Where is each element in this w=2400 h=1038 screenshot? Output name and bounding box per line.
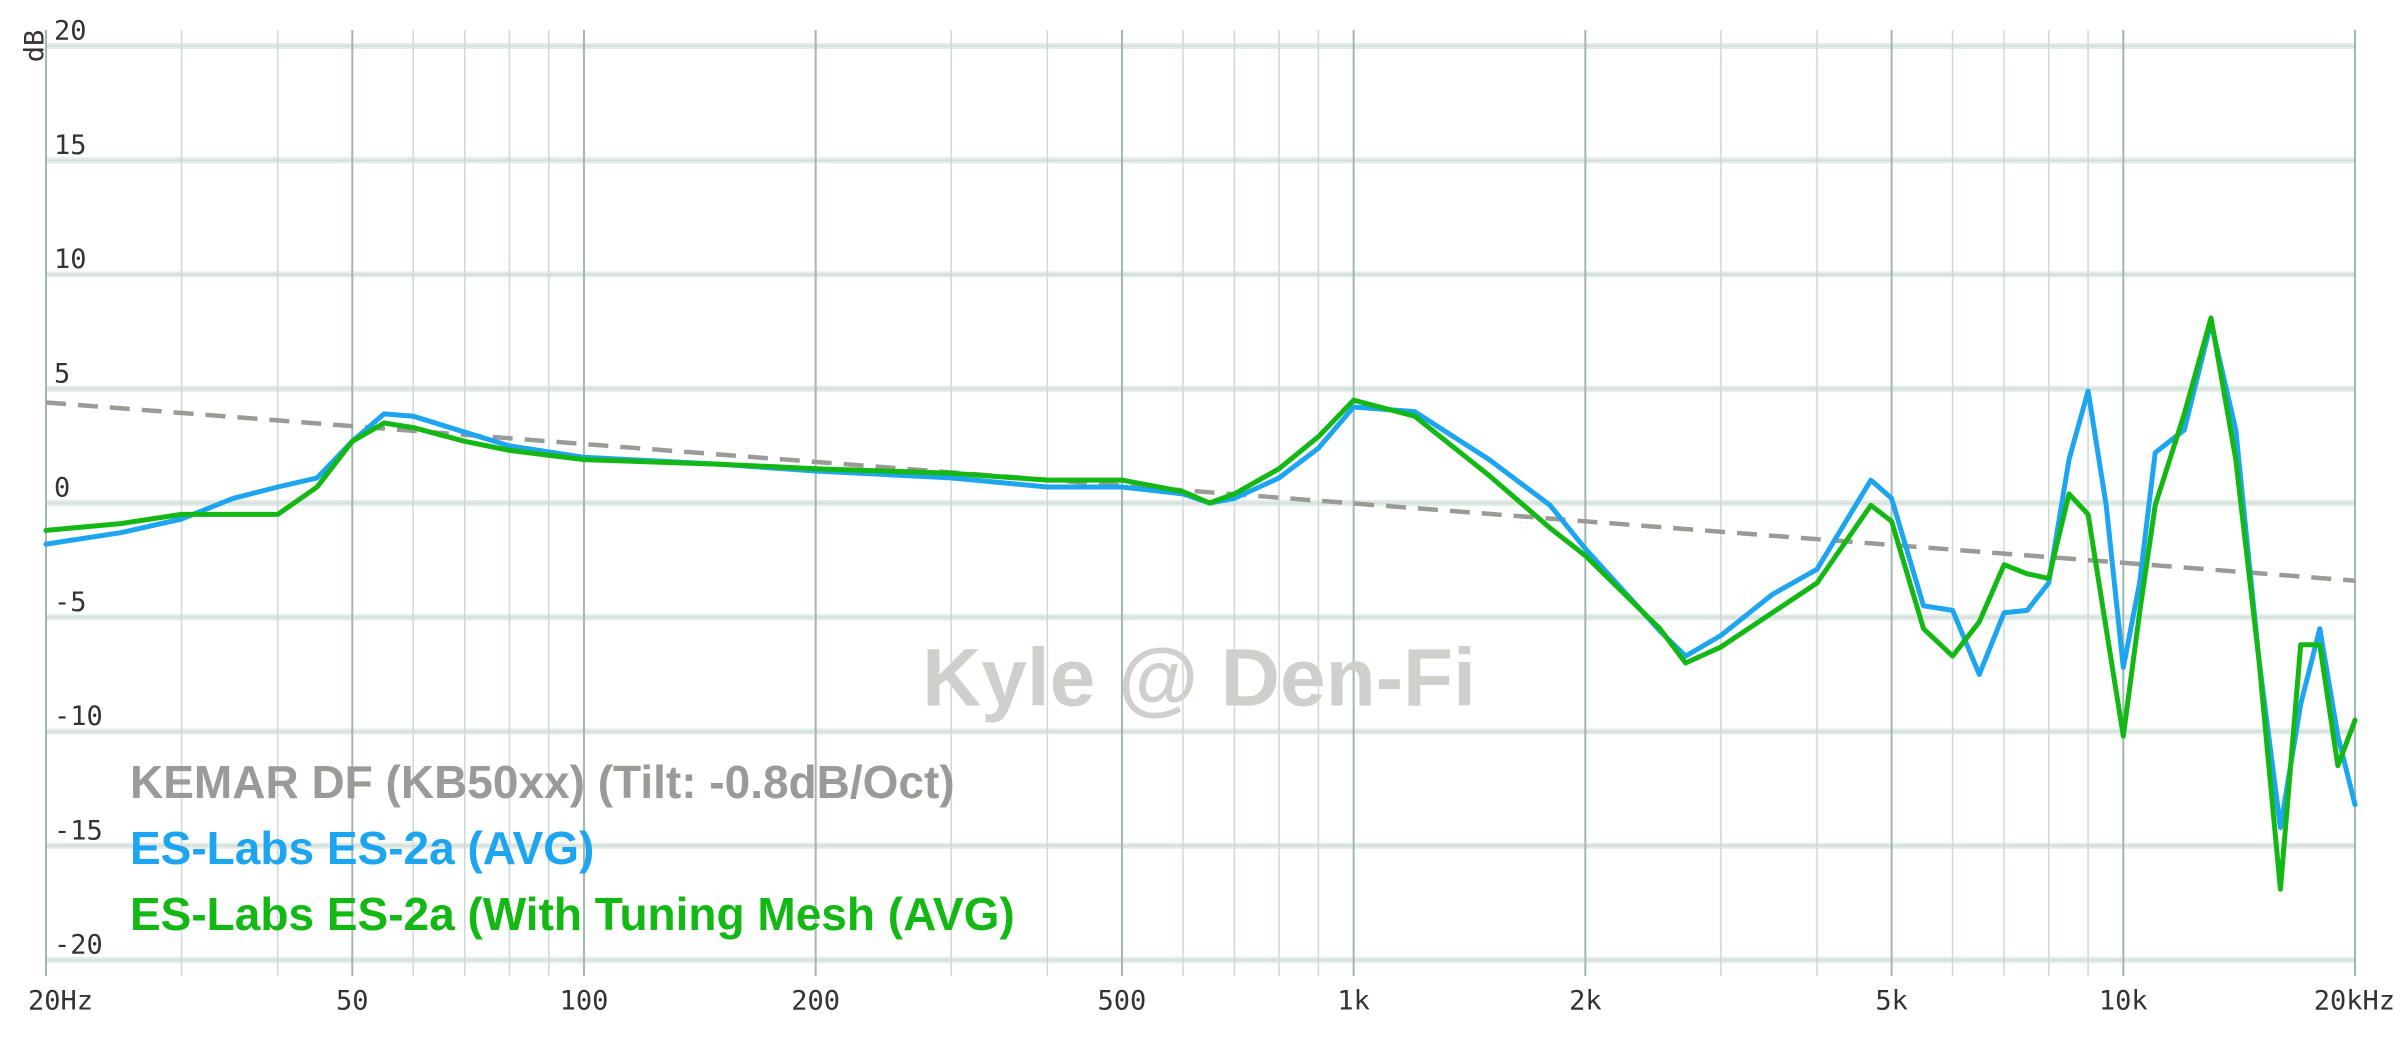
- x-tick-label: 10k: [2099, 986, 2148, 1017]
- series-line: [45, 400, 2356, 583]
- legend-entry: ES-Labs ES-2a (With Tuning Mesh (AVG): [130, 888, 1015, 940]
- y-tick-label: 10: [54, 244, 87, 275]
- x-tick-label: 200: [791, 986, 840, 1017]
- x-tick-label: 20Hz: [28, 986, 93, 1017]
- legend-entry: ES-Labs ES-2a (AVG): [130, 822, 594, 874]
- series-line: [43, 320, 2358, 830]
- y-tick-label: 5: [54, 358, 70, 389]
- series-line: [43, 315, 2358, 892]
- x-tick-label: 1k: [1337, 986, 1370, 1017]
- x-tick-label: 5k: [1875, 986, 1908, 1017]
- x-tick-label: 100: [560, 986, 609, 1017]
- y-tick-label: 0: [54, 473, 70, 504]
- grid: [45, 30, 2356, 976]
- y-tick-label: -10: [54, 701, 103, 732]
- y-tick-label: -5: [54, 587, 87, 618]
- y-tick-label: 15: [54, 130, 87, 161]
- legend-entry: KEMAR DF (KB50xx) (Tilt: -0.8dB/Oct): [130, 756, 955, 808]
- x-tick-label: 50: [336, 986, 369, 1017]
- y-axis-label: dB: [20, 30, 51, 63]
- x-tick-label: 2k: [1569, 986, 1602, 1017]
- y-tick-label: 20: [54, 16, 87, 47]
- y-tick-label: -20: [54, 930, 103, 961]
- y-tick-label: -15: [54, 815, 103, 846]
- x-tick-label: 20kHz: [2314, 986, 2395, 1017]
- x-tick-label: 500: [1098, 986, 1147, 1017]
- watermark: Kyle @ Den-Fi: [922, 633, 1476, 724]
- plot-lines: [43, 315, 2358, 892]
